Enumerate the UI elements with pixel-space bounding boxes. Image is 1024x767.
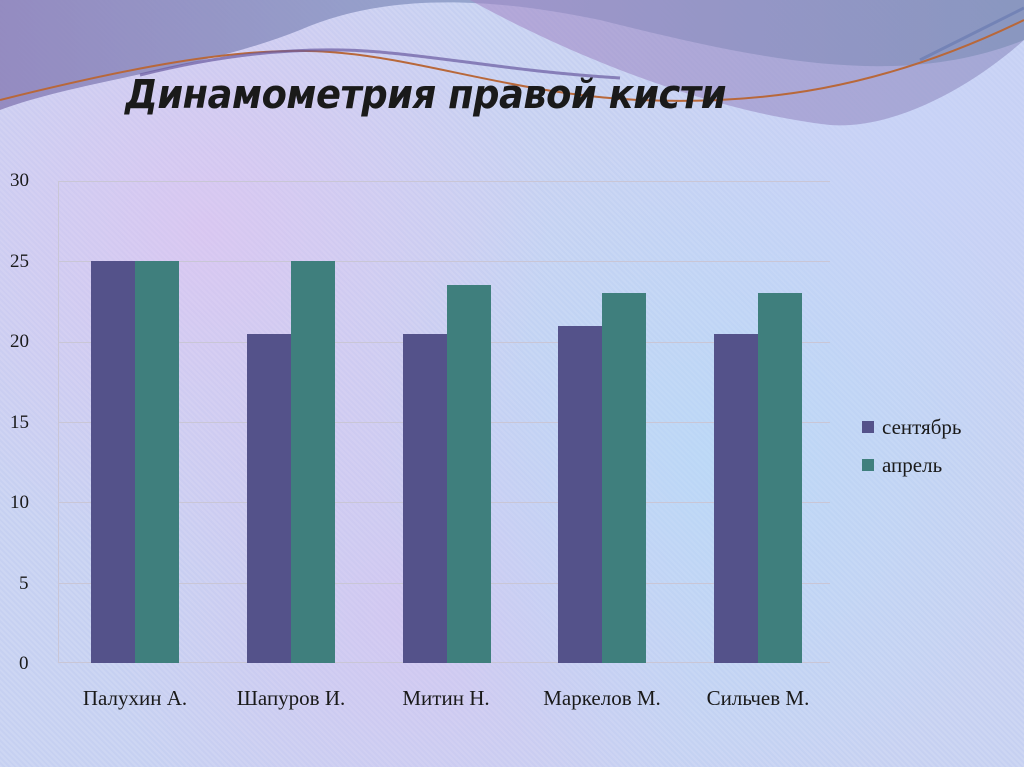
y-tick-label: 5 bbox=[19, 573, 29, 594]
y-tick-label: 10 bbox=[10, 492, 29, 513]
x-category-label: Маркелов М. bbox=[543, 686, 661, 710]
y-tick-label: 20 bbox=[10, 331, 29, 352]
gridline-30 bbox=[58, 181, 830, 182]
legend-label: сентябрь bbox=[882, 414, 962, 439]
y-axis-line bbox=[58, 181, 59, 663]
legend-item-april: апрель bbox=[862, 446, 961, 484]
x-category-label: Сильчев М. bbox=[706, 686, 810, 710]
bar-september bbox=[714, 333, 759, 663]
x-category-label: Палухин А. bbox=[82, 686, 188, 710]
bar-april bbox=[290, 261, 335, 663]
plot-area bbox=[58, 181, 830, 663]
bar-september bbox=[246, 333, 291, 663]
legend-label: апрель bbox=[882, 452, 943, 477]
bar-april bbox=[758, 293, 803, 663]
bar-september bbox=[558, 325, 603, 663]
legend-swatch-september-icon bbox=[862, 421, 874, 433]
x-category-label: Шапуров И. bbox=[236, 686, 346, 710]
bar-september bbox=[402, 333, 447, 663]
bar-april bbox=[135, 261, 179, 663]
legend-item-september: сентябрь bbox=[862, 408, 961, 446]
y-tick-label: 0 bbox=[19, 653, 29, 674]
slide-title: Динамометрия правой кисти bbox=[125, 72, 727, 118]
decorative-wave-banner bbox=[0, 0, 1024, 126]
gridline-25 bbox=[58, 261, 830, 262]
legend-swatch-april-icon bbox=[862, 459, 874, 471]
y-tick-label: 15 bbox=[10, 412, 29, 433]
bar-april bbox=[602, 293, 647, 663]
y-tick-label: 30 bbox=[10, 170, 29, 191]
x-category-label: Митин Н. bbox=[402, 686, 490, 710]
bar-april bbox=[446, 285, 491, 663]
chart-legend: сентябрь апрель bbox=[862, 408, 961, 484]
y-tick-label: 25 bbox=[10, 251, 29, 272]
bar-september bbox=[91, 261, 135, 663]
